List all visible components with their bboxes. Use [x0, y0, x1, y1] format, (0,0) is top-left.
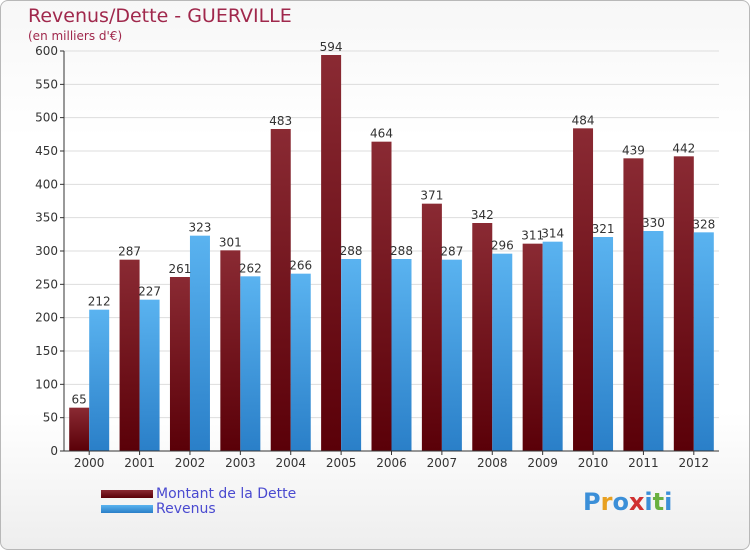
- bar-debt: [522, 243, 543, 451]
- y-tick-label: 400: [35, 177, 58, 191]
- data-label-revenus: 227: [138, 285, 161, 299]
- bar-revenus: [441, 259, 462, 451]
- chart-title: Revenus/Dette - GUERVILLE: [28, 5, 292, 27]
- bar-debt: [321, 55, 342, 451]
- x-tick-label: 2002: [175, 456, 206, 470]
- data-label-revenus: 323: [189, 221, 212, 235]
- y-tick-label: 600: [35, 44, 58, 58]
- bar-revenus: [341, 259, 362, 451]
- data-label-debt: 261: [169, 262, 192, 276]
- bar-revenus: [89, 309, 110, 451]
- y-tick-label: 100: [35, 377, 58, 391]
- bar-debt: [119, 259, 140, 451]
- bar-debt: [573, 128, 594, 451]
- bar-debt: [371, 141, 392, 451]
- logo-letter: r: [600, 488, 613, 516]
- legend-swatch-debt: [101, 490, 153, 498]
- bar-debt: [69, 407, 90, 451]
- data-label-revenus: 330: [642, 216, 665, 230]
- logo-letter: x: [628, 488, 645, 516]
- y-tick-label: 150: [35, 344, 58, 358]
- data-label-revenus: 288: [340, 244, 363, 258]
- data-label-revenus: 262: [239, 261, 262, 275]
- x-tick-label: 2004: [275, 456, 306, 470]
- x-tick-label: 2005: [326, 456, 357, 470]
- x-tick-label: 2001: [124, 456, 155, 470]
- bar-revenus: [542, 241, 563, 451]
- x-tick-label: 2000: [74, 456, 105, 470]
- data-label-debt: 342: [471, 208, 494, 222]
- bar-revenus: [139, 299, 160, 451]
- data-label-debt: 371: [420, 189, 443, 203]
- data-label-revenus: 288: [390, 244, 413, 258]
- data-label-debt: 439: [622, 143, 645, 157]
- data-label-debt: 311: [521, 229, 544, 243]
- bar-debt: [270, 129, 291, 451]
- chart-subtitle: (en milliers d'€): [28, 29, 123, 43]
- bar-debt: [673, 156, 694, 452]
- x-tick-label: 2003: [225, 456, 256, 470]
- data-label-revenus: 287: [440, 245, 463, 259]
- logo-letter: P: [583, 488, 601, 516]
- bar-revenus: [643, 231, 664, 451]
- x-tick-label: 2011: [628, 456, 659, 470]
- bar-debt: [623, 158, 644, 452]
- bar-revenus: [290, 273, 311, 451]
- legend-swatch-revenus: [101, 505, 153, 513]
- legend-label-revenus: Revenus: [156, 501, 216, 517]
- data-label-debt: 464: [370, 127, 393, 141]
- bar-debt: [220, 250, 241, 451]
- bar-revenus: [391, 259, 412, 451]
- x-tick-label: 2009: [527, 456, 558, 470]
- data-label-debt: 483: [269, 114, 292, 128]
- y-tick-label: 350: [35, 211, 58, 225]
- y-tick-label: 300: [35, 244, 58, 258]
- data-label-debt: 287: [118, 245, 141, 259]
- y-tick-label: 250: [35, 277, 58, 291]
- proxiti-logo: Proxiti: [583, 488, 672, 516]
- bar-debt: [472, 223, 493, 451]
- y-tick-label: 500: [35, 111, 58, 125]
- logo-letter: i: [644, 488, 653, 516]
- data-label-revenus: 321: [592, 222, 615, 236]
- legend-label-debt: Montant de la Dette: [156, 486, 297, 502]
- data-label-debt: 301: [219, 235, 242, 249]
- bar-revenus: [240, 276, 261, 451]
- y-tick-label: 450: [35, 144, 58, 158]
- data-label-revenus: 266: [289, 259, 312, 273]
- bar-debt: [169, 277, 190, 451]
- logo-letter: i: [664, 488, 673, 516]
- x-tick-label: 2010: [578, 456, 609, 470]
- x-tick-label: 2007: [427, 456, 458, 470]
- y-tick-label: 200: [35, 311, 58, 325]
- x-tick-label: 2012: [679, 456, 710, 470]
- data-label-debt: 594: [320, 40, 343, 54]
- x-tick-label: 2006: [376, 456, 407, 470]
- data-label-debt: 442: [672, 141, 695, 155]
- data-label-revenus: 296: [491, 239, 514, 253]
- y-tick-label: 550: [35, 77, 58, 91]
- bar-revenus: [693, 232, 714, 451]
- data-label-debt: 65: [72, 393, 87, 407]
- data-label-revenus: 328: [692, 217, 715, 231]
- x-tick-label: 2008: [477, 456, 508, 470]
- data-label-revenus: 212: [88, 295, 111, 309]
- bar-revenus: [593, 237, 614, 451]
- logo-letter: t: [652, 488, 665, 516]
- bar-revenus: [189, 235, 210, 451]
- data-label-revenus: 314: [541, 227, 564, 241]
- logo-letter: o: [612, 488, 629, 516]
- y-tick-label: 50: [43, 411, 58, 425]
- bar-debt: [421, 203, 442, 451]
- bar-revenus: [492, 253, 513, 451]
- y-tick-label: 0: [50, 444, 58, 458]
- data-label-debt: 484: [572, 113, 595, 127]
